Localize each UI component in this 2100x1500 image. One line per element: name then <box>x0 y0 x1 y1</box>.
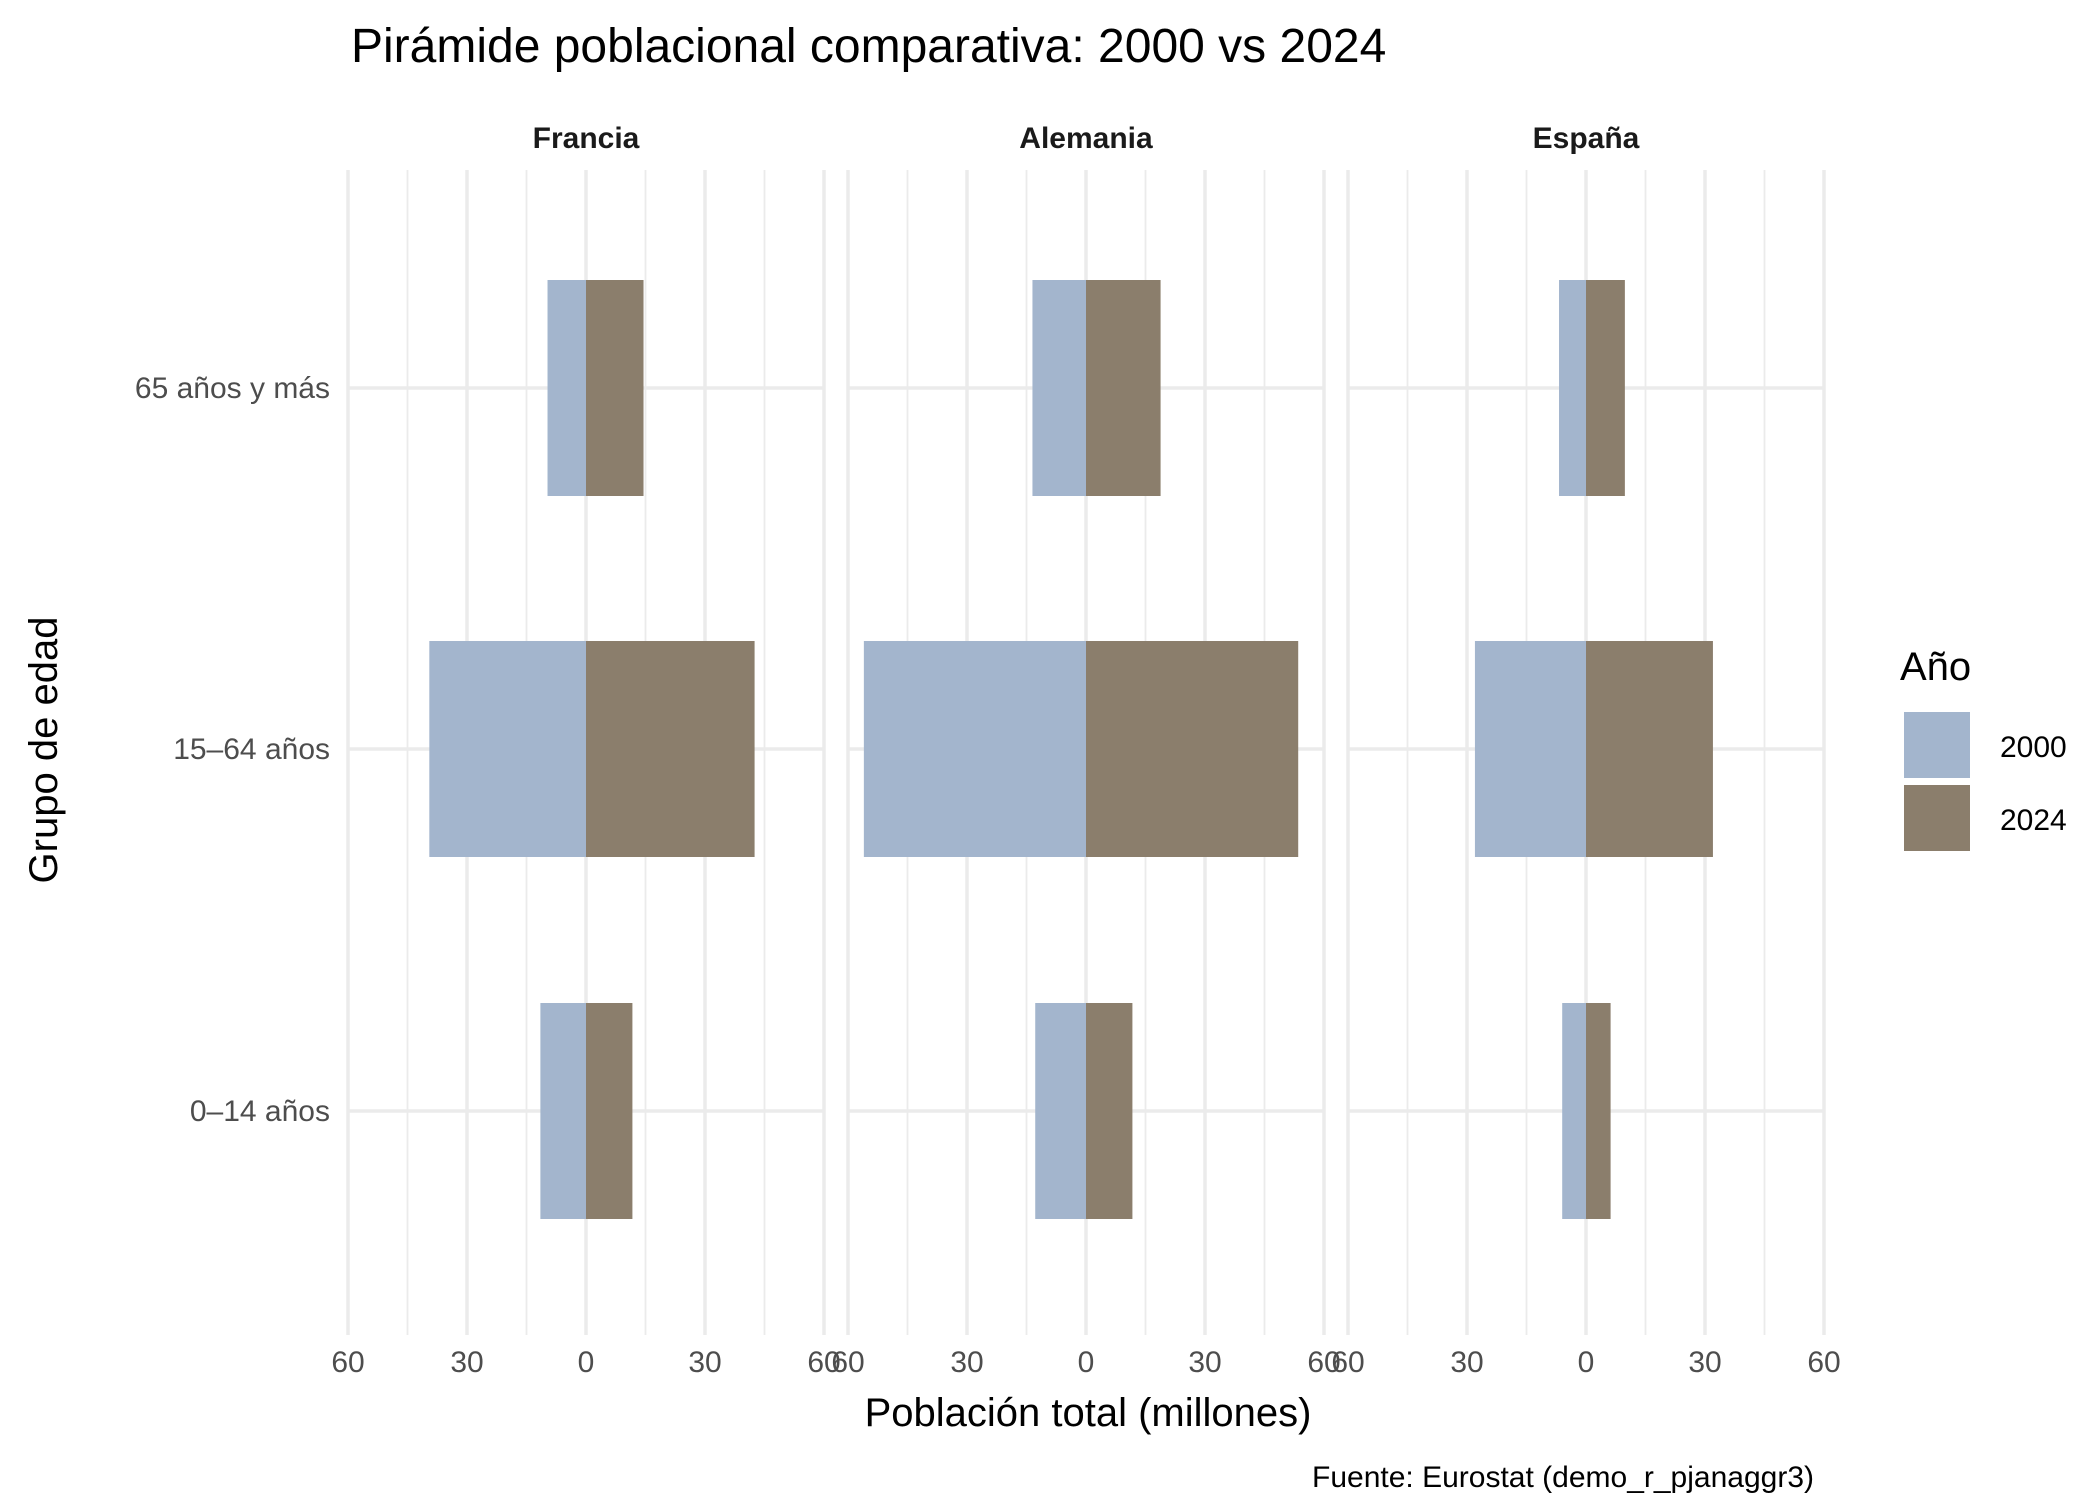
y-tick-label: 65 años y más <box>135 372 330 405</box>
bar-francia-2024-0 <box>586 280 644 496</box>
y-axis-title: Grupo de edad <box>22 617 66 884</box>
bar-francia-2024-1 <box>586 641 755 857</box>
facet-label-alemania: Alemania <box>1019 122 1153 155</box>
x-tick-label: 60 <box>1331 1346 1364 1379</box>
bar-espana-2024-2 <box>1586 1003 1611 1219</box>
x-tick-label: 30 <box>950 1346 983 1379</box>
bar-alemania-2000-2 <box>1035 1003 1086 1219</box>
facet-label-espana: España <box>1533 122 1640 155</box>
y-tick-label: 15–64 años <box>173 733 330 766</box>
x-tick-label: 60 <box>1807 1346 1840 1379</box>
facet-panels: Francia 60 30 0 30 60 Alemania 60 30 0 30 60 España 6… <box>331 122 1840 1379</box>
legend-label-2000: 2000 <box>2000 731 2067 764</box>
panel-francia: Francia 60 30 0 30 60 <box>331 122 840 1379</box>
panel-espana: España 60 30 0 30 60 <box>1331 122 1840 1379</box>
x-tick-label: 30 <box>1688 1346 1721 1379</box>
x-axis-title: Población total (millones) <box>865 1391 1312 1435</box>
bar-espana-2000-1 <box>1474 641 1586 857</box>
bar-francia-2000-2 <box>540 1003 586 1219</box>
x-tick-label: 60 <box>807 1346 840 1379</box>
legend-title: Año <box>1900 645 1971 689</box>
x-tick-label: 0 <box>578 1346 595 1379</box>
panel-alemania: Alemania 60 30 0 30 60 <box>831 122 1340 1379</box>
legend-label-2024: 2024 <box>2000 804 2067 837</box>
x-tick-label: 30 <box>450 1346 483 1379</box>
bar-alemania-2024-2 <box>1086 1003 1133 1219</box>
x-tick-label: 0 <box>1578 1346 1595 1379</box>
x-tick-label: 30 <box>1450 1346 1483 1379</box>
bar-francia-2000-1 <box>429 641 586 857</box>
facet-label-francia: Francia <box>533 122 640 155</box>
x-tick-label: 60 <box>331 1346 364 1379</box>
x-tick-label: 60 <box>831 1346 864 1379</box>
bar-espana-2024-0 <box>1586 280 1625 496</box>
bar-espana-2024-1 <box>1586 641 1713 857</box>
caption: Fuente: Eurostat (demo_r_pjanaggr3) <box>1312 1461 1814 1494</box>
legend: Año 2000 2024 <box>1900 645 2067 851</box>
bar-alemania-2024-0 <box>1086 280 1161 496</box>
y-tick-label: 0–14 años <box>190 1095 330 1128</box>
bar-alemania-2000-0 <box>1032 280 1086 496</box>
x-tick-label: 30 <box>1188 1346 1221 1379</box>
bar-espana-2000-0 <box>1559 280 1586 496</box>
chart-title: Pirámide poblacional comparativa: 2000 v… <box>351 20 1386 73</box>
y-axis: 65 años y más 15–64 años 0–14 años <box>135 372 330 1128</box>
x-tick-label: 30 <box>688 1346 721 1379</box>
bar-francia-2024-2 <box>586 1003 633 1219</box>
bar-alemania-2000-1 <box>863 641 1086 857</box>
bar-francia-2000-0 <box>547 280 586 496</box>
bar-alemania-2024-1 <box>1086 641 1299 857</box>
bar-espana-2000-2 <box>1562 1003 1586 1219</box>
x-tick-label: 60 <box>1307 1346 1340 1379</box>
legend-key-2000 <box>1904 712 1970 778</box>
legend-key-2024 <box>1904 785 1970 851</box>
x-tick-label: 0 <box>1078 1346 1095 1379</box>
